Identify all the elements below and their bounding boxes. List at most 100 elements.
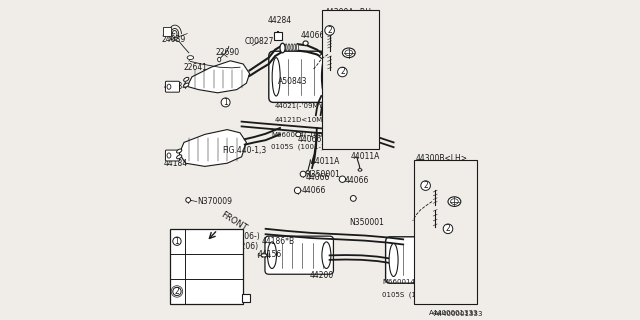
Ellipse shape: [261, 254, 267, 257]
Text: M660014(-1001): M660014(-1001): [271, 131, 330, 138]
Text: FIG.440-1,3: FIG.440-1,3: [223, 146, 267, 155]
Ellipse shape: [294, 44, 296, 51]
Ellipse shape: [294, 187, 301, 194]
Ellipse shape: [280, 43, 285, 53]
Text: 44200: 44200: [310, 271, 333, 280]
Text: A4400001333: A4400001333: [434, 311, 483, 317]
Text: M660014(-1001): M660014(-1001): [383, 278, 441, 285]
Text: FRONT: FRONT: [219, 210, 248, 233]
Ellipse shape: [269, 253, 270, 258]
Text: N350001: N350001: [305, 170, 340, 179]
Text: 44066: 44066: [302, 186, 326, 195]
Ellipse shape: [291, 44, 293, 51]
Text: 44300B<LH>: 44300B<LH>: [416, 154, 468, 163]
Ellipse shape: [342, 48, 355, 58]
FancyBboxPatch shape: [165, 81, 179, 92]
Ellipse shape: [188, 56, 193, 60]
FancyBboxPatch shape: [269, 51, 333, 102]
FancyBboxPatch shape: [265, 236, 333, 274]
Text: 44011A: 44011A: [310, 157, 340, 166]
Text: 44121D<10MY-: 44121D<10MY-: [275, 117, 328, 123]
Ellipse shape: [451, 199, 458, 204]
Text: 44300A<RH>: 44300A<RH>: [324, 8, 378, 17]
Text: 2: 2: [175, 287, 179, 296]
Ellipse shape: [268, 242, 276, 268]
Circle shape: [338, 67, 347, 77]
Bar: [242, 294, 250, 302]
Ellipse shape: [184, 83, 189, 87]
Ellipse shape: [306, 171, 310, 173]
Text: 2: 2: [340, 68, 345, 76]
Polygon shape: [187, 61, 250, 93]
Text: 44184: 44184: [163, 159, 188, 168]
Text: 44371: 44371: [340, 32, 365, 41]
Ellipse shape: [339, 176, 346, 182]
Text: 2: 2: [327, 26, 332, 35]
Bar: [415, 160, 477, 304]
FancyBboxPatch shape: [165, 150, 179, 161]
Bar: [274, 32, 282, 40]
Text: 2: 2: [423, 181, 428, 190]
Text: 0105S  (1001-): 0105S (1001-): [271, 144, 324, 150]
Text: A: A: [275, 31, 281, 40]
Text: 1: 1: [175, 237, 179, 246]
Ellipse shape: [258, 253, 259, 258]
Text: A4400001333: A4400001333: [429, 310, 479, 316]
Text: 44284: 44284: [268, 16, 291, 25]
Text: 0105S  (1001-): 0105S (1001-): [383, 291, 435, 298]
Ellipse shape: [167, 153, 171, 158]
Text: 44186*B: 44186*B: [262, 237, 295, 246]
Text: A51014  (-1206): A51014 (-1206): [196, 242, 259, 251]
Circle shape: [172, 286, 183, 297]
Text: 44011A: 44011A: [351, 152, 380, 161]
Ellipse shape: [285, 44, 287, 51]
Circle shape: [173, 237, 181, 245]
Ellipse shape: [448, 197, 461, 206]
Ellipse shape: [389, 244, 398, 276]
Ellipse shape: [186, 197, 191, 203]
Text: 44066: 44066: [298, 135, 322, 144]
Ellipse shape: [297, 44, 298, 51]
Text: M250076(1206-): M250076(1206-): [196, 232, 260, 241]
FancyBboxPatch shape: [385, 237, 453, 283]
Ellipse shape: [358, 169, 362, 171]
Text: 0100S: 0100S: [196, 287, 220, 296]
Ellipse shape: [177, 149, 182, 153]
Text: 22641: 22641: [184, 63, 208, 72]
Ellipse shape: [321, 58, 330, 96]
Ellipse shape: [288, 44, 290, 51]
Ellipse shape: [345, 50, 353, 56]
Ellipse shape: [351, 196, 356, 201]
Text: 44021(-’09MY): 44021(-’09MY): [275, 102, 326, 109]
Text: 44156: 44156: [258, 250, 282, 259]
Circle shape: [324, 26, 335, 35]
Text: 44066: 44066: [430, 264, 455, 273]
Circle shape: [443, 224, 453, 234]
Ellipse shape: [322, 242, 331, 268]
Ellipse shape: [167, 84, 171, 89]
Ellipse shape: [303, 41, 308, 45]
Text: 44066: 44066: [344, 176, 369, 185]
Ellipse shape: [282, 44, 284, 51]
Text: A: A: [243, 294, 249, 303]
Ellipse shape: [177, 155, 182, 159]
Bar: [322, 10, 380, 149]
Text: A50843: A50843: [278, 77, 308, 86]
Text: 24039: 24039: [161, 36, 186, 44]
Ellipse shape: [184, 77, 189, 81]
Polygon shape: [179, 130, 246, 166]
Ellipse shape: [320, 54, 326, 59]
Text: C00827: C00827: [244, 37, 273, 46]
Bar: [163, 27, 171, 36]
Bar: [170, 229, 243, 304]
Text: 44066: 44066: [306, 173, 330, 182]
Ellipse shape: [300, 171, 306, 177]
Ellipse shape: [272, 58, 280, 96]
Text: N370009: N370009: [197, 197, 232, 206]
Text: N350001: N350001: [349, 218, 383, 227]
Text: 1: 1: [223, 98, 228, 107]
Text: 44371: 44371: [438, 175, 463, 184]
Text: 44184: 44184: [163, 82, 188, 91]
Circle shape: [173, 287, 181, 296]
Circle shape: [421, 181, 431, 190]
